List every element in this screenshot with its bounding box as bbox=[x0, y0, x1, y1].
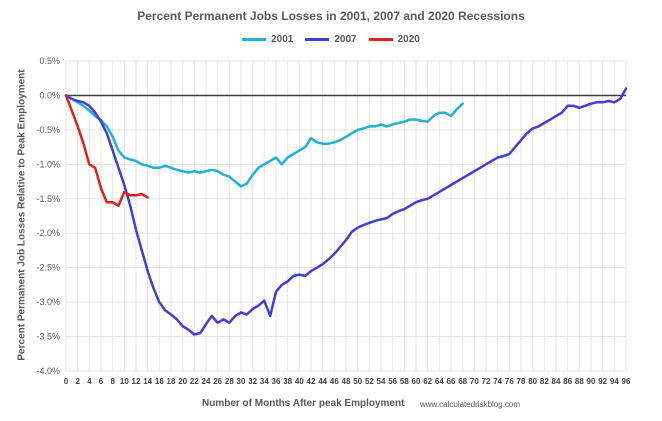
x-tick-label: 84 bbox=[552, 377, 561, 386]
x-tick-label: 72 bbox=[482, 377, 491, 386]
x-tick-label: 88 bbox=[575, 377, 584, 386]
x-tick-label: 44 bbox=[318, 377, 327, 386]
series-line-2001 bbox=[64, 94, 464, 188]
x-tick-label: 74 bbox=[493, 377, 502, 386]
x-tick-label: 66 bbox=[447, 377, 456, 386]
legend-label-2001: 2001 bbox=[271, 34, 294, 45]
y-tick-label: -3.0% bbox=[36, 297, 60, 307]
x-tick-label: 48 bbox=[342, 377, 351, 386]
source-credit: www.calculatedriskblog.com bbox=[420, 400, 521, 409]
x-tick-label: 86 bbox=[563, 377, 572, 386]
x-tick-label: 32 bbox=[248, 377, 257, 386]
y-tick-label: -1.0% bbox=[36, 159, 60, 169]
x-tick-label: 40 bbox=[295, 377, 304, 386]
x-tick-label: 56 bbox=[388, 377, 397, 386]
x-tick-label: 8 bbox=[110, 377, 115, 386]
x-tick-label: 94 bbox=[610, 377, 619, 386]
x-tick-label: 54 bbox=[377, 377, 386, 386]
y-tick-label: -3.5% bbox=[36, 332, 60, 342]
x-tick-label: 68 bbox=[458, 377, 467, 386]
series-line-2007 bbox=[64, 87, 628, 336]
x-tick-label: 16 bbox=[155, 377, 164, 386]
x-tick-label: 2 bbox=[75, 377, 80, 386]
x-tick-label: 92 bbox=[598, 377, 607, 386]
y-tick-label: 0.5% bbox=[39, 56, 60, 66]
x-tick-label: 52 bbox=[365, 377, 374, 386]
x-tick-label: 60 bbox=[412, 377, 421, 386]
y-tick-label: -1.5% bbox=[36, 194, 60, 204]
x-tick-label: 4 bbox=[87, 377, 92, 386]
x-tick-label: 78 bbox=[517, 377, 526, 386]
x-tick-label: 26 bbox=[213, 377, 222, 386]
x-tick-label: 80 bbox=[528, 377, 537, 386]
x-tick-label: 46 bbox=[330, 377, 339, 386]
y-tick-label: 0.0% bbox=[39, 90, 60, 100]
y-tick-label: -0.5% bbox=[36, 125, 60, 135]
x-tick-label: 14 bbox=[143, 377, 152, 386]
x-tick-label: 42 bbox=[307, 377, 316, 386]
x-tick-label: 64 bbox=[435, 377, 444, 386]
x-tick-label: 50 bbox=[353, 377, 362, 386]
x-tick-label: 34 bbox=[260, 377, 269, 386]
x-tick-label: 36 bbox=[272, 377, 281, 386]
x-tick-label: 10 bbox=[120, 377, 129, 386]
legend-label-2020: 2020 bbox=[397, 34, 420, 45]
x-tick-label: 38 bbox=[283, 377, 292, 386]
legend-swatch-2020 bbox=[368, 38, 393, 41]
x-tick-label: 70 bbox=[470, 377, 479, 386]
chart-title: Percent Permanent Jobs Losses in 2001, 2… bbox=[137, 9, 525, 23]
x-tick-label: 28 bbox=[225, 377, 234, 386]
legend-swatch-2001 bbox=[242, 38, 267, 41]
x-tick-label: 96 bbox=[622, 377, 631, 386]
x-tick-label: 30 bbox=[237, 377, 246, 386]
x-tick-label: 58 bbox=[400, 377, 409, 386]
legend-item-2007: 2007 bbox=[305, 34, 357, 45]
legend-label-2007: 2007 bbox=[334, 34, 357, 45]
y-tick-label: -2.0% bbox=[36, 228, 60, 238]
x-tick-label: 0 bbox=[64, 377, 69, 386]
y-tick-label: -2.5% bbox=[36, 263, 60, 273]
x-tick-label: 24 bbox=[202, 377, 211, 386]
legend-item-2001: 2001 bbox=[242, 34, 293, 45]
x-tick-label: 20 bbox=[178, 377, 187, 386]
x-tick-label: 12 bbox=[132, 377, 141, 386]
legend-swatch-2007 bbox=[305, 38, 330, 41]
legend-item-2020: 2020 bbox=[368, 34, 420, 45]
y-tick-label: -4.0% bbox=[36, 366, 60, 376]
x-axis-label: Number of Months After peak Employment bbox=[202, 398, 405, 409]
x-tick-label: 82 bbox=[540, 377, 549, 386]
x-tick-label: 18 bbox=[167, 377, 176, 386]
x-tick-label: 90 bbox=[587, 377, 596, 386]
x-tick-label: 76 bbox=[505, 377, 514, 386]
x-tick-label: 62 bbox=[423, 377, 432, 386]
legend: 2001 2007 2020 bbox=[0, 34, 662, 45]
x-tick-label: 6 bbox=[99, 377, 104, 386]
series-line-2020 bbox=[64, 94, 149, 207]
x-tick-label: 22 bbox=[190, 377, 199, 386]
